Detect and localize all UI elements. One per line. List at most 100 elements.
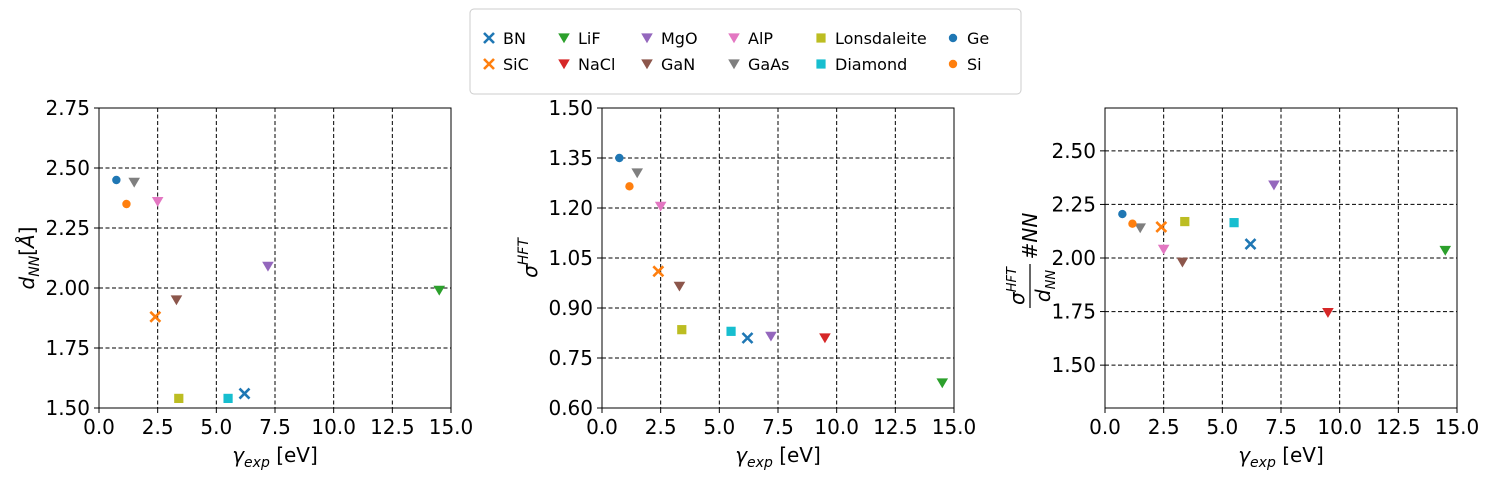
marker-gaas [728, 59, 740, 70]
y-axis-label: σHFT [516, 237, 542, 278]
legend-item-sic: SiC [483, 55, 529, 74]
marker-gan [170, 295, 183, 306]
y-tick-label: 1.20 [548, 196, 593, 220]
y-tick-label: 1.75 [45, 336, 90, 360]
marker-ge [615, 153, 624, 163]
y-tick-label: 2.50 [45, 156, 90, 180]
y-tick-label: 2.25 [1051, 192, 1096, 216]
svg-text:σHFT: σHFT [1005, 266, 1029, 305]
x-tick-label: 15.0 [429, 415, 474, 439]
x-tick-label: 2.5 [645, 415, 677, 439]
marker-alp [728, 33, 740, 44]
marker-bn [741, 332, 754, 344]
marker-bn [238, 387, 251, 400]
y-tick-label: 0.60 [548, 396, 593, 420]
legend-item-mgo: MgO [641, 29, 698, 48]
legend-label: MgO [661, 29, 698, 48]
marker-gan [673, 281, 686, 292]
marker-alp [1157, 244, 1170, 255]
ticks: 0.0 2.5 5.0 7.5 10.0 12.5 15.0 0.60 0.75 0.90 1.05… [548, 96, 976, 439]
marker-ge [948, 33, 958, 43]
marker-nacl [819, 333, 831, 344]
ticks: 0.0 2.5 5.0 7.5 10.0 12.5 15.0 1.50 1.75 2.00 2.25… [1051, 139, 1479, 439]
marker-bn [1244, 238, 1257, 250]
y-tick-label: 0.90 [548, 296, 593, 320]
marker-gaas [1134, 223, 1146, 234]
x-tick-label: 2.5 [1148, 415, 1180, 439]
y-tick-label: 2.00 [45, 276, 90, 300]
x-tick-label: 0.0 [1089, 415, 1121, 439]
legend-label: Lonsdaleite [835, 29, 927, 48]
marker-diamond [816, 59, 826, 69]
marker-ge [112, 175, 121, 185]
marker-lif [433, 285, 446, 296]
x-tick-label: 12.5 [370, 415, 415, 439]
marker-lonsdaleite [1180, 216, 1190, 227]
x-tick-label: 7.5 [259, 415, 291, 439]
marker-diamond [223, 393, 233, 403]
x-axis-label: γexp [eV] [232, 443, 318, 471]
marker-diamond [726, 326, 736, 336]
x-tick-label: 5.0 [1206, 415, 1238, 439]
marker-sic [149, 310, 162, 323]
marker-gaas [128, 177, 140, 188]
panel-sigma-over-dnn: 0.0 2.5 5.0 7.5 10.0 12.5 15.0 1.50 1.75 2.00 2.25… [1005, 107, 1479, 471]
x-axis-label: γexp [eV] [735, 443, 821, 471]
svg-text:dNN: dNN [1031, 270, 1059, 302]
marker-nacl [1322, 308, 1334, 318]
marker-gan [641, 59, 653, 70]
legend-item-lonsdaleite: Lonsdaleite [816, 29, 927, 48]
marker-si [948, 59, 958, 69]
y-tick-label: 1.50 [548, 96, 593, 120]
marker-sic [483, 58, 495, 70]
x-tick-label: 0.0 [586, 415, 618, 439]
legend-label: SiC [503, 55, 529, 74]
svg-text:#NN: #NN [1018, 213, 1042, 260]
legend-item-diamond: Diamond [816, 55, 907, 74]
legend-label: LiF [578, 29, 601, 48]
marker-lonsdaleite [816, 33, 826, 43]
legend-label: GaAs [748, 55, 789, 74]
x-tick-label: 2.5 [142, 415, 174, 439]
y-tick-label: 1.05 [548, 246, 593, 270]
x-tick-label: 12.5 [1376, 415, 1421, 439]
y-tick-label: 2.50 [1051, 139, 1096, 163]
points [112, 175, 446, 403]
legend-item-lif: LiF [558, 29, 601, 48]
y-axis-label: dNN[Å] [15, 227, 43, 290]
y-tick-label: 1.50 [1051, 353, 1096, 377]
legend-label: Ge [967, 29, 989, 48]
legend-label: Diamond [835, 55, 907, 74]
marker-lif [1439, 245, 1452, 256]
y-tick-label: 2.25 [45, 216, 90, 240]
y-axis-label: σHFT dNN #NN [1005, 213, 1059, 308]
y-tick-label: 2.00 [1051, 246, 1096, 270]
marker-sic [652, 265, 665, 278]
marker-nacl [558, 59, 570, 70]
marker-bn [483, 32, 495, 44]
marker-alp [151, 196, 164, 207]
legend-label: BN [503, 29, 526, 48]
marker-si [625, 182, 634, 191]
marker-alp [654, 201, 667, 212]
legend-item-si: Si [948, 55, 982, 74]
x-tick-label: 12.5 [873, 415, 918, 439]
legend-frame [469, 8, 1022, 95]
y-tick-label: 1.50 [45, 396, 90, 420]
x-tick-label: 0.0 [83, 415, 115, 439]
x-tick-label: 10.0 [814, 415, 859, 439]
marker-mgo [262, 261, 274, 272]
marker-mgo [641, 33, 653, 44]
x-tick-label: 10.0 [311, 415, 356, 439]
x-tick-label: 7.5 [1265, 415, 1297, 439]
legend-item-bn: BN [483, 29, 526, 48]
y-tick-label: 1.75 [1051, 300, 1096, 324]
x-tick-label: 15.0 [1435, 415, 1480, 439]
marker-sic [1155, 221, 1168, 233]
marker-mgo [765, 331, 777, 342]
legend-label: AlP [748, 29, 773, 48]
marker-gan [1176, 257, 1189, 268]
x-tick-label: 5.0 [703, 415, 735, 439]
legend-item-gan: GaN [641, 55, 695, 74]
